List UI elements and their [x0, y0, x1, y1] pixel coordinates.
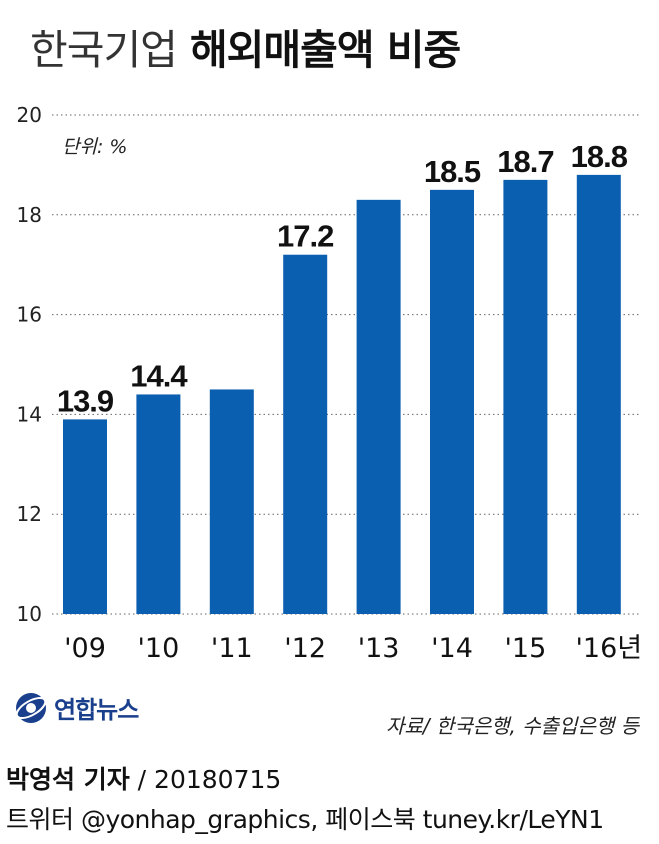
bar — [136, 394, 181, 614]
reporter-name: 박영석 기자 — [6, 765, 130, 794]
yonhap-logo-icon — [15, 692, 47, 723]
y-tick-label: 16 — [17, 303, 42, 327]
x-category-label: '10 — [138, 633, 180, 664]
logo: 연합뉴스 — [14, 690, 139, 725]
bar — [356, 199, 401, 614]
x-category-label: '14 — [431, 633, 473, 664]
unit-label: 단위: % — [62, 136, 128, 158]
y-tick-label: 10 — [17, 602, 42, 626]
logo-text: 연합뉴스 — [54, 696, 139, 724]
source-note: 자료/ 한국은행, 수출입은행 등 — [386, 714, 639, 738]
data-label: 18.8 — [571, 139, 628, 174]
bar-chart: 10 12 14 16 18 20 13.9 '09 14.4 '10 '11 17.2 '12 '13… — [17, 103, 643, 664]
data-label: 17.2 — [277, 219, 333, 254]
bar — [503, 179, 548, 614]
bars-layer — [63, 174, 621, 614]
y-tick-label: 18 — [17, 203, 42, 227]
x-category-label: '15 — [505, 633, 547, 664]
bar — [283, 254, 328, 614]
x-category-label: '09 — [64, 633, 106, 664]
y-tick-label: 14 — [17, 402, 42, 426]
y-tick-label: 12 — [17, 502, 42, 526]
labels-layer: 13.9 '09 14.4 '10 '11 17.2 '12 '13 18.5 '14 18.7 '1… — [57, 139, 642, 664]
data-label: 14.4 — [130, 358, 188, 393]
x-category-label: '13 — [358, 633, 400, 664]
footer-date: / 20180715 — [129, 765, 282, 794]
x-category-label: '12 — [284, 633, 326, 664]
title-bold: 해외매출액 비중 — [189, 26, 461, 74]
data-label: 18.5 — [424, 154, 481, 189]
footer-credit: 박영석 기자 / 20180715 — [6, 760, 281, 796]
x-category-label: '11 — [211, 633, 253, 664]
data-label: 13.9 — [57, 383, 114, 418]
title-light: 한국기업 — [30, 26, 178, 74]
grid-layer: 10 12 14 16 18 20 — [17, 103, 640, 626]
bar — [63, 419, 107, 614]
x-category-label: '16년 — [575, 633, 642, 664]
bar — [209, 389, 254, 614]
chart-title: 한국기업 해외매출액 비중 — [30, 16, 461, 76]
y-tick-label: 20 — [17, 103, 42, 127]
bar — [430, 189, 474, 614]
data-label: 18.7 — [497, 144, 553, 179]
bar — [576, 174, 621, 614]
footer-social: 트위터 @yonhap_graphics, 페이스북 tuney.kr/LeYN… — [6, 805, 604, 834]
